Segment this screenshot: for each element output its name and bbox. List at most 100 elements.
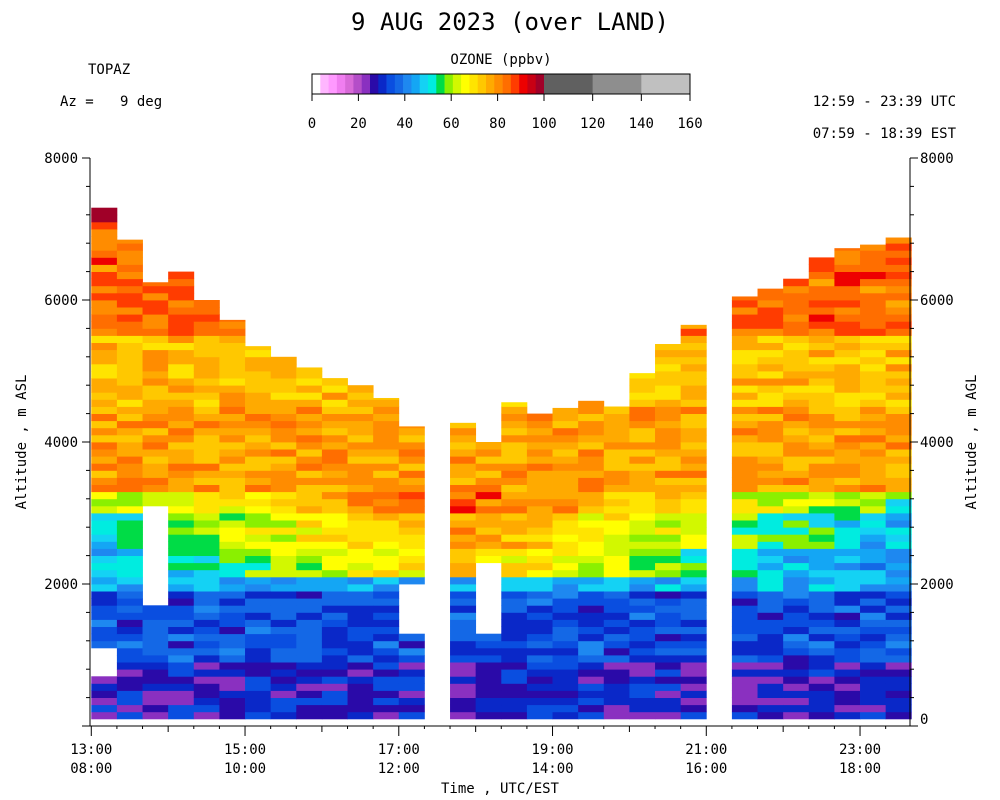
colorbar-tick-label: 100 xyxy=(531,116,556,132)
heatmap-cell xyxy=(270,527,297,535)
heatmap-cell xyxy=(860,647,887,656)
heatmap-cell xyxy=(655,605,682,613)
heatmap-cell xyxy=(450,427,477,436)
heatmap-cell xyxy=(193,399,220,407)
heatmap-cell xyxy=(757,399,784,407)
heatmap-cell xyxy=(116,378,143,386)
colorbar-tick-label: 60 xyxy=(443,116,460,132)
heatmap-cell xyxy=(808,605,835,613)
heatmap-cell xyxy=(475,633,502,642)
heatmap-cell xyxy=(296,367,323,372)
heatmap-cell xyxy=(526,598,553,606)
y-right-tick-label: 6000 xyxy=(920,293,954,309)
heatmap-cell xyxy=(731,690,758,698)
heatmap-cell xyxy=(91,300,118,308)
heatmap-cell xyxy=(168,669,195,677)
heatmap-cell xyxy=(629,527,656,535)
heatmap-cell xyxy=(834,385,861,393)
heatmap-cell xyxy=(321,669,348,677)
heatmap-cell xyxy=(321,498,348,507)
heatmap-cell xyxy=(552,442,579,450)
heatmap-cell xyxy=(783,697,810,706)
heatmap-cell xyxy=(142,697,169,706)
heatmap-cell xyxy=(168,477,195,485)
heatmap-cell xyxy=(193,392,220,400)
heatmap-cell xyxy=(501,633,528,642)
heatmap-cell xyxy=(731,711,758,720)
heatmap-cell xyxy=(321,619,348,627)
heatmap-cell xyxy=(219,591,246,599)
heatmap-cell xyxy=(296,647,323,656)
heatmap-cell xyxy=(398,520,425,528)
heatmap-cell xyxy=(219,569,246,578)
heatmap-cell xyxy=(270,442,297,450)
heatmap-cell xyxy=(731,296,758,301)
heatmap-cell xyxy=(270,605,297,613)
heatmap-cell xyxy=(501,584,528,592)
colorbar-swatch xyxy=(328,74,338,94)
heatmap-cell xyxy=(578,513,605,521)
heatmap-cell xyxy=(91,605,118,613)
heatmap-cell xyxy=(501,605,528,613)
heatmap-cell xyxy=(373,584,400,592)
heatmap-cell xyxy=(219,647,246,656)
heatmap-cell xyxy=(142,399,169,407)
heatmap-cell xyxy=(680,413,707,422)
heatmap-cell xyxy=(501,569,528,578)
heatmap-cell xyxy=(757,626,784,635)
heatmap-cell xyxy=(603,683,630,691)
heatmap-cell xyxy=(629,584,656,592)
heatmap-cell xyxy=(219,548,246,556)
heatmap-cell xyxy=(783,584,810,592)
heatmap-cell xyxy=(270,669,297,677)
heatmap-cell xyxy=(783,626,810,635)
colorbar-swatch xyxy=(519,74,528,94)
heatmap-cell xyxy=(296,477,323,485)
heatmap-cell xyxy=(270,363,297,372)
heatmap-cell xyxy=(116,569,143,578)
heatmap-cell xyxy=(398,498,425,507)
heatmap-cell xyxy=(475,505,502,514)
heatmap-cell xyxy=(219,470,246,478)
heatmap-cell xyxy=(142,676,169,684)
colorbar-swatch xyxy=(428,74,437,94)
heatmap-cell xyxy=(142,285,169,294)
heatmap-cell xyxy=(245,363,272,372)
time-range-utc: 12:59 - 23:39 UTC xyxy=(812,94,956,110)
heatmap-cell xyxy=(860,520,887,528)
heatmap-cell xyxy=(296,555,323,564)
heatmap-cell xyxy=(808,655,835,663)
colorbar-swatch xyxy=(494,74,503,94)
heatmap-cell xyxy=(219,711,246,720)
heatmap-cell xyxy=(860,385,887,393)
heatmap-cell xyxy=(450,591,477,599)
heatmap-cell xyxy=(116,257,143,265)
heatmap-cell xyxy=(783,612,810,620)
heatmap-cell xyxy=(808,662,835,670)
heatmap-cell xyxy=(680,598,707,606)
heatmap-cell xyxy=(603,463,630,471)
heatmap-cell xyxy=(808,406,835,414)
heatmap-cell xyxy=(885,520,912,528)
heatmap-cell xyxy=(655,527,682,535)
heatmap-cell xyxy=(757,683,784,691)
heatmap-cell xyxy=(270,427,297,436)
heatmap-cell xyxy=(245,392,272,400)
heatmap-cell xyxy=(834,449,861,457)
heatmap-cell xyxy=(91,229,118,237)
heatmap-cell xyxy=(168,619,195,627)
heatmap-cell xyxy=(168,456,195,464)
colorbar-tick-label: 20 xyxy=(350,116,367,132)
heatmap-cell xyxy=(783,321,810,329)
heatmap-cell xyxy=(629,569,656,578)
heatmap-cell xyxy=(834,704,861,713)
heatmap-cell xyxy=(629,456,656,464)
heatmap-cell xyxy=(808,442,835,450)
heatmap-cell xyxy=(373,541,400,549)
heatmap-cell xyxy=(450,598,477,606)
heatmap-cell xyxy=(680,711,707,720)
heatmap-cell xyxy=(680,541,707,549)
heatmap-cell xyxy=(578,655,605,663)
heatmap-cell xyxy=(475,690,502,698)
heatmap-cell xyxy=(860,548,887,556)
